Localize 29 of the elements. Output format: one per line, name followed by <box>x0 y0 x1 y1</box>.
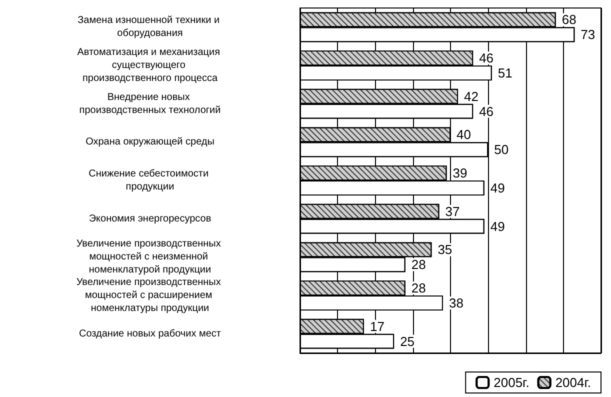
data-label: 50 <box>494 142 509 158</box>
data-label: 40 <box>456 127 471 142</box>
data-label: 46 <box>479 50 494 66</box>
data-label: 35 <box>438 242 452 258</box>
y-tick-label: Автоматизация и механизация существующего производственного процесса <box>77 47 223 84</box>
data-label: 49 <box>490 218 505 234</box>
y-tick-label: Увеличение производственных мощностей с неизменной номенклатурой продукции <box>76 238 224 276</box>
legend-label: 2005г. <box>494 375 530 390</box>
data-label: 38 <box>448 295 464 310</box>
y-tick-label: Внедрение новых производственных технологий <box>79 92 221 116</box>
data-label: 51 <box>498 65 512 80</box>
legend-label: 2004г. <box>555 375 591 390</box>
y-tick-label: Охрана окружающей среды <box>86 136 214 148</box>
data-label: 42 <box>464 88 478 104</box>
y-tick-label: Увеличение производственных мощностей с расширением номенклатуры продукции <box>76 277 224 314</box>
data-label: 68 <box>562 12 576 28</box>
data-label: 46 <box>479 104 494 119</box>
data-label: 39 <box>452 166 468 181</box>
y-tick-label: Экономия энергоресурсов <box>88 213 212 224</box>
data-label: 28 <box>411 257 426 272</box>
y-tick-label: Создание новых рабочих мест <box>78 328 222 340</box>
data-label: 37 <box>445 204 460 219</box>
y-tick-label: Замена изношенной техники и оборудования <box>78 15 222 40</box>
data-label: 73 <box>580 27 596 42</box>
data-label: 49 <box>490 180 505 196</box>
y-tick-label: Снижение себестоимости продукции <box>88 168 212 192</box>
data-label: 17 <box>370 318 384 334</box>
data-label: 25 <box>400 334 415 349</box>
data-label: 28 <box>411 280 426 296</box>
